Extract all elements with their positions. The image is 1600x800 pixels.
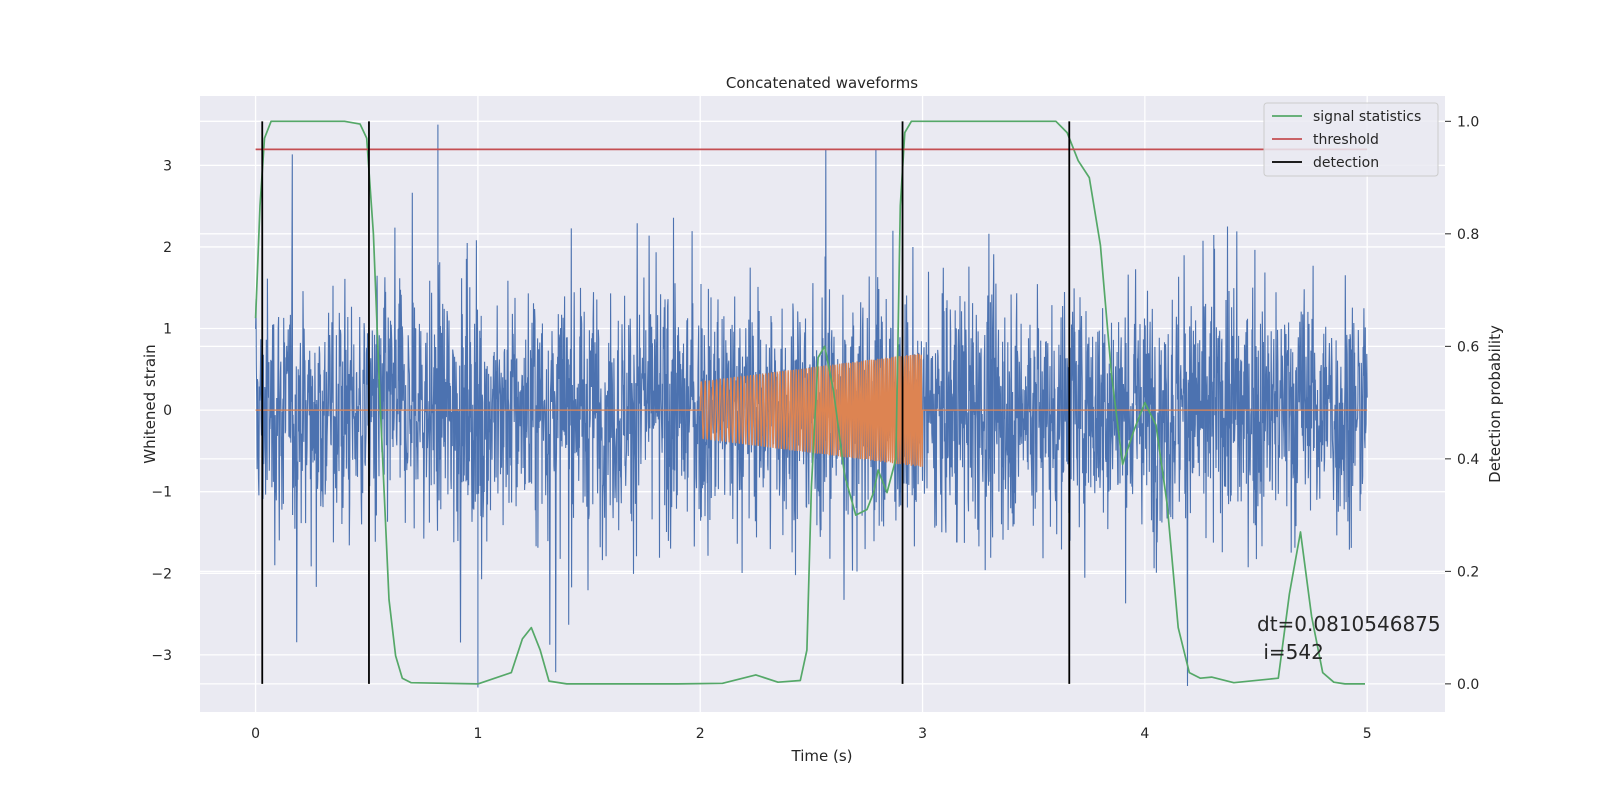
y-tick-label-left: −2: [151, 566, 172, 582]
legend-frame: [1263, 102, 1439, 177]
y-tick-label-right: 0.0: [1457, 677, 1479, 693]
annotation-index: i=542: [1257, 640, 1324, 664]
y-tick-label-right: 0.6: [1457, 339, 1479, 355]
ticks: 0 1 2 3 4 5 −3 −2 −1 0 1 2 3 0.0 0.2 0.4 0.6 0.8 1.0: [151, 114, 1479, 742]
y-tick-label-left: 2: [163, 240, 172, 256]
y-axis-label-left: Whitened strain: [141, 344, 159, 463]
series-injected-chirp: [255, 353, 1368, 467]
x-tick-label: 3: [918, 726, 927, 742]
series-signal-statistics: [254, 120, 1365, 685]
y-tick-label-left: 3: [163, 158, 172, 174]
y-tick-label-right: 0.8: [1457, 227, 1479, 243]
y-tick-label-left: 1: [163, 322, 172, 338]
y-tick-label-right: 0.2: [1457, 564, 1479, 580]
legend-label-detection: detection: [1313, 155, 1379, 171]
y-tick-label-right: 1.0: [1457, 114, 1479, 130]
x-tick-label: 4: [1140, 726, 1149, 742]
y-axis-label-right: Detection probability: [1486, 325, 1504, 483]
annotation-dt: dt=0.0810546875: [1257, 612, 1441, 636]
x-tick-label: 2: [696, 726, 705, 742]
x-axis-label: Time (s): [791, 747, 853, 765]
legend-label-signal-statistics: signal statistics: [1313, 109, 1421, 125]
x-tick-label: 0: [251, 726, 260, 742]
y-tick-label-right: 0.4: [1457, 452, 1479, 468]
y-tick-label-left: 0: [163, 403, 172, 419]
y-tick-label-left: −1: [151, 485, 172, 501]
chart-title: Concatenated waveforms: [726, 74, 918, 92]
y-tick-label-left: −3: [151, 648, 172, 664]
series-layer: [254, 120, 1368, 688]
x-tick-label: 1: [473, 726, 482, 742]
legend: signal statistics threshold detection: [1263, 102, 1439, 177]
x-tick-label: 5: [1363, 726, 1372, 742]
legend-label-threshold: threshold: [1313, 132, 1379, 148]
